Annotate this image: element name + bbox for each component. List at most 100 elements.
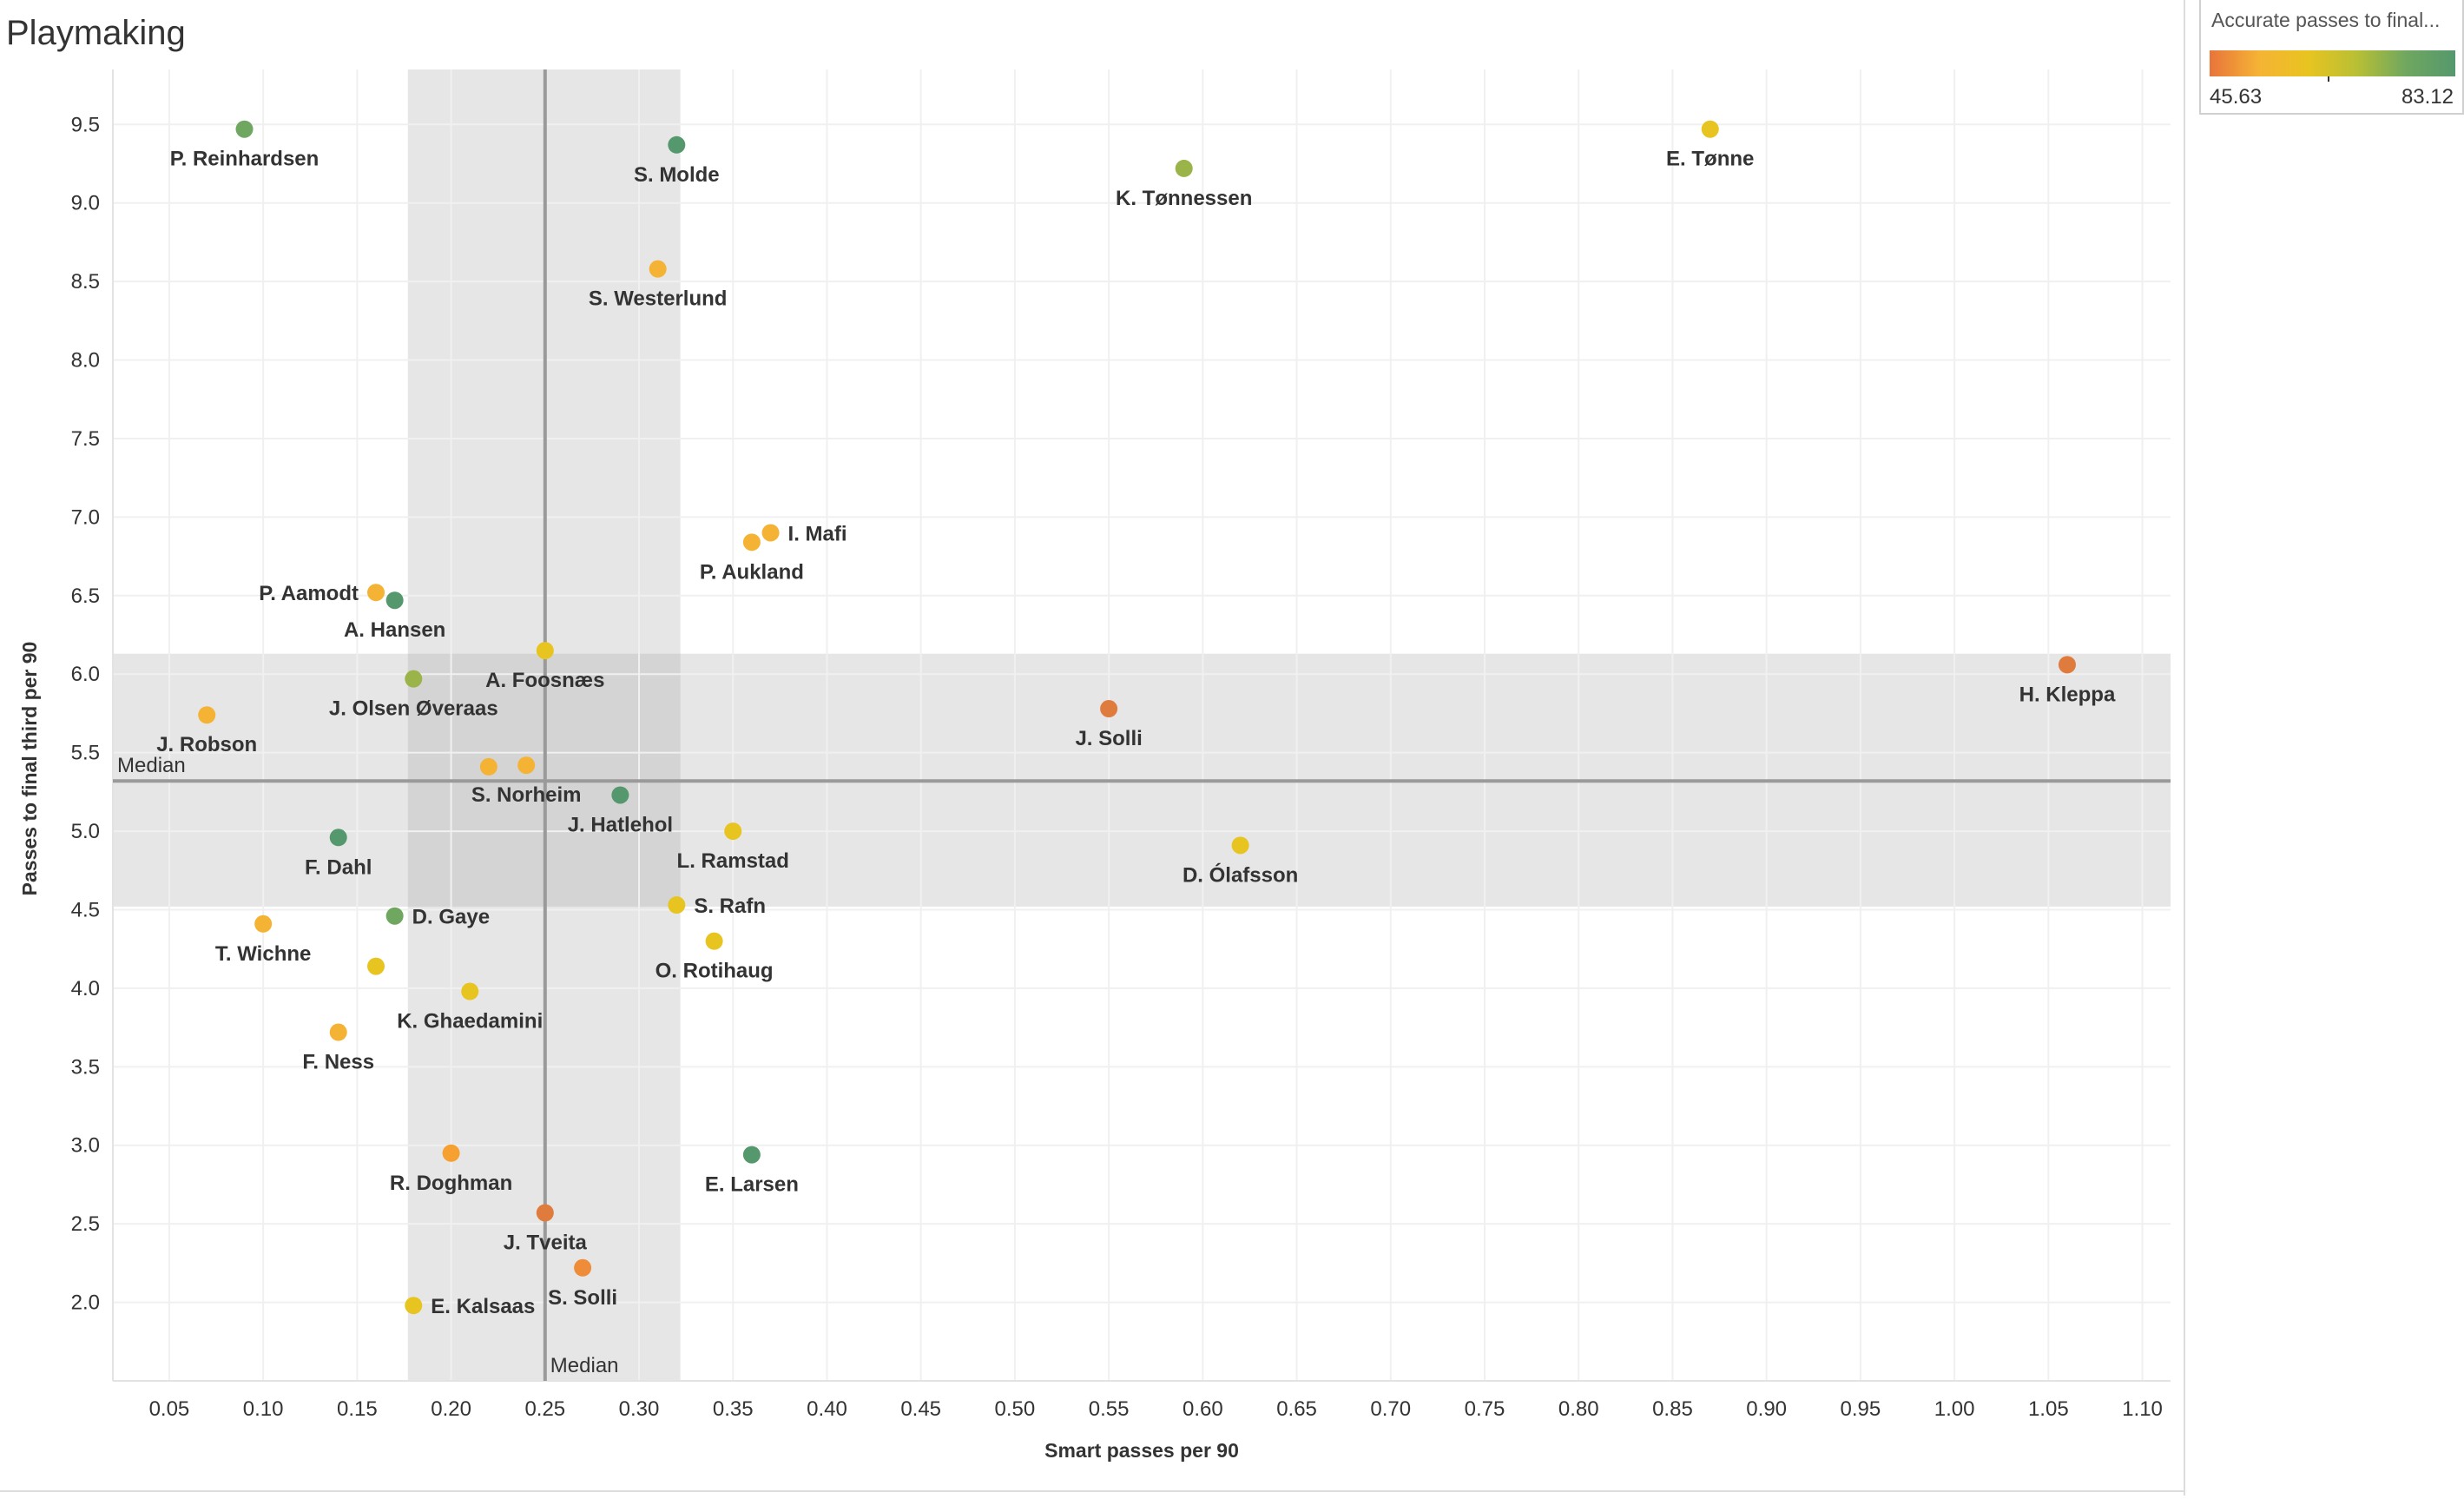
data-point[interactable] <box>254 915 273 933</box>
data-point[interactable] <box>198 706 216 724</box>
data-point[interactable] <box>479 757 497 776</box>
point-label: D. Gaye <box>412 906 490 929</box>
y-tick-label: 7.0 <box>71 505 100 529</box>
data-point[interactable] <box>1701 120 1719 138</box>
data-point[interactable] <box>385 591 404 610</box>
data-point[interactable] <box>536 1204 554 1222</box>
y-tick-label: 8.5 <box>71 270 100 294</box>
frame-divider <box>2184 0 2185 1496</box>
x-tick-label: 0.20 <box>431 1397 471 1421</box>
grid-lines <box>113 69 2171 1381</box>
y-tick-label: 3.5 <box>71 1055 100 1079</box>
y-tick-label: 6.0 <box>71 663 100 686</box>
data-point[interactable] <box>461 982 479 1000</box>
point-label: D. Ólafsson <box>1183 862 1298 887</box>
point-label: S. Solli <box>548 1286 617 1310</box>
tick-labels: 0.05 0.10 0.15 0.20 0.25 0.30 0.35 0.40 0.45 0.50… <box>71 113 2163 1421</box>
data-point[interactable] <box>1231 836 1249 855</box>
x-tick-label: 0.85 <box>1652 1397 1693 1421</box>
data-point[interactable] <box>724 822 742 841</box>
x-tick-label: 0.80 <box>1558 1397 1599 1421</box>
data-point[interactable] <box>329 829 347 847</box>
y-tick-label: 9.0 <box>71 192 100 215</box>
point-label: S. Rafn <box>694 895 766 918</box>
point-label: F. Dahl <box>305 855 372 879</box>
legend-min-label: 45.63 <box>2210 85 2263 109</box>
legend-max-label: 83.12 <box>2401 85 2454 109</box>
data-point[interactable] <box>235 120 254 138</box>
point-label: L. Ramstad <box>677 849 789 873</box>
x-tick-label: 0.60 <box>1183 1397 1223 1421</box>
x-tick-label: 0.45 <box>900 1397 941 1421</box>
data-point[interactable] <box>668 896 686 915</box>
y-tick-label: 6.5 <box>71 584 100 608</box>
y-tick-label: 7.5 <box>71 427 100 451</box>
data-point[interactable] <box>742 1146 761 1164</box>
data-point[interactable] <box>574 1258 592 1277</box>
data-point[interactable] <box>405 1297 423 1315</box>
data-point[interactable] <box>2058 656 2076 674</box>
x-tick-label: 0.35 <box>713 1397 754 1421</box>
y-tick-label: 4.0 <box>71 977 100 1000</box>
x-tick-label: 0.25 <box>524 1397 565 1421</box>
bottom-divider <box>0 1490 2185 1492</box>
legend-title: Accurate passes to final... <box>2211 9 2441 31</box>
data-point[interactable] <box>329 1023 347 1041</box>
point-label: F. Ness <box>302 1051 374 1074</box>
y-tick-label: 3.0 <box>71 1134 100 1158</box>
point-label: T. Wichne <box>215 942 311 966</box>
x-tick-label: 0.75 <box>1465 1397 1505 1421</box>
point-label: R. Doghman <box>390 1172 512 1195</box>
x-tick-label: 1.10 <box>2122 1397 2163 1421</box>
axes <box>112 69 2171 1382</box>
x-tick-label: 0.65 <box>1276 1397 1317 1421</box>
point-label: S. Molde <box>634 163 720 187</box>
data-point[interactable] <box>649 260 667 278</box>
data-point[interactable] <box>668 135 686 154</box>
legend-color-bar <box>2210 50 2455 76</box>
x-tick-label: 0.05 <box>149 1397 190 1421</box>
point-label: E. Tønne <box>1666 148 1754 171</box>
point-label: H. Kleppa <box>2019 683 2116 706</box>
data-point[interactable] <box>367 957 385 975</box>
data-point[interactable] <box>442 1144 460 1162</box>
x-tick-label: 0.90 <box>1746 1397 1787 1421</box>
point-label: O. Rotihaug <box>656 960 774 983</box>
x-tick-label: 1.00 <box>1934 1397 1975 1421</box>
data-point[interactable] <box>1175 159 1193 177</box>
y-tick-label: 5.0 <box>71 820 100 843</box>
data-point[interactable] <box>517 756 536 775</box>
point-label: J. Olsen Øveraas <box>329 697 498 721</box>
y-median-label: Median <box>117 754 186 777</box>
data-point[interactable] <box>367 584 385 602</box>
y-tick-label: 2.0 <box>71 1291 100 1315</box>
point-label: E. Kalsaas <box>431 1295 535 1318</box>
x-tick-label: 0.40 <box>807 1397 847 1421</box>
y-tick-label: 5.5 <box>71 742 100 765</box>
y-tick-label: 9.5 <box>71 113 100 136</box>
point-label: E. Larsen <box>705 1173 799 1197</box>
point-label: P. Aamodt <box>259 582 359 605</box>
data-point[interactable] <box>1100 700 1118 718</box>
data-point[interactable] <box>742 533 761 551</box>
point-label: J. Hatlehol <box>568 813 673 836</box>
point-label: A. Hansen <box>344 618 445 642</box>
y-axis-label: Passes to final third per 90 <box>18 642 41 896</box>
data-point[interactable] <box>536 642 554 660</box>
data-point[interactable] <box>761 524 780 542</box>
color-legend[interactable]: Accurate passes to final... 45.63 83.12 <box>2199 0 2464 115</box>
point-label: P. Reinhardsen <box>170 148 320 171</box>
point-label: I. Mafi <box>788 522 847 545</box>
y-tick-label: 2.5 <box>71 1212 100 1236</box>
legend-tick <box>2328 76 2329 82</box>
point-label: P. Aukland <box>700 560 804 584</box>
data-point[interactable] <box>385 907 404 925</box>
point-label: J. Solli <box>1075 727 1142 750</box>
data-point[interactable] <box>405 670 423 688</box>
y-tick-label: 4.5 <box>71 898 100 921</box>
x-tick-label: 0.55 <box>1089 1397 1130 1421</box>
data-point[interactable] <box>611 786 629 804</box>
data-point[interactable] <box>705 932 723 950</box>
point-labels: P. Reinhardsen S. Molde K. Tønnessen E. Tøn… <box>156 148 2116 1318</box>
point-label: K. Ghaedamini <box>397 1010 543 1033</box>
